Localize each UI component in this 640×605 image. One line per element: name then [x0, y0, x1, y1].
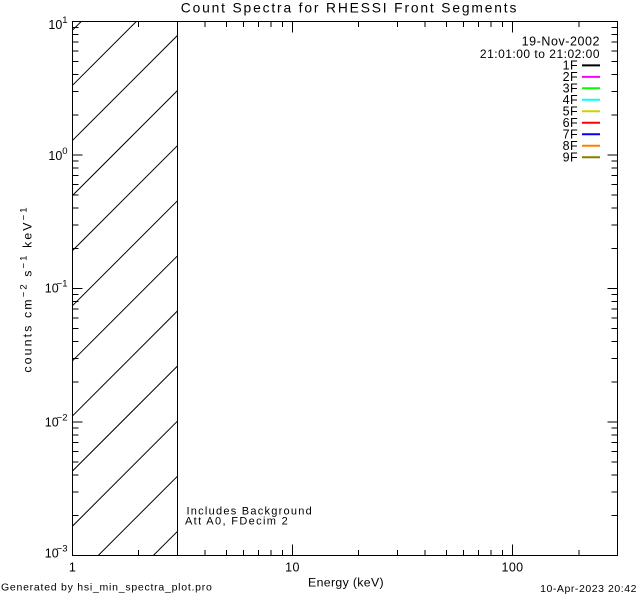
svg-text:7F: 7F	[563, 128, 578, 142]
svg-text:3F: 3F	[563, 82, 578, 96]
svg-text:10: 10	[45, 282, 59, 296]
svg-text:−3: −3	[57, 544, 68, 555]
svg-text:1F: 1F	[563, 59, 578, 73]
svg-text:−2: −2	[57, 413, 68, 424]
svg-text:1: 1	[69, 561, 76, 575]
svg-text:−1: −1	[57, 279, 68, 290]
svg-text:5F: 5F	[563, 105, 578, 119]
svg-text:Att A0, FDecim 2: Att A0, FDecim 2	[185, 515, 289, 527]
svg-text:10-Apr-2023 20:42: 10-Apr-2023 20:42	[540, 583, 637, 595]
svg-text:21:01:00 to 21:02:00: 21:01:00 to 21:02:00	[480, 47, 600, 61]
svg-text:10: 10	[48, 149, 62, 163]
svg-text:1: 1	[62, 15, 67, 26]
svg-text:2F: 2F	[563, 70, 578, 84]
svg-text:counts cm−2 s−1 keV−1: counts cm−2 s−1 keV−1	[19, 205, 35, 372]
svg-text:10: 10	[45, 547, 59, 561]
svg-text:Generated by hsi_min_spectra_p: Generated by hsi_min_spectra_plot.pro	[1, 581, 213, 593]
svg-text:Includes Background: Includes Background	[187, 506, 313, 518]
svg-text:6F: 6F	[563, 116, 578, 130]
svg-text:10: 10	[48, 18, 62, 32]
svg-text:8F: 8F	[563, 139, 578, 153]
svg-text:10: 10	[45, 416, 59, 430]
svg-text:0: 0	[62, 146, 67, 157]
svg-text:Count Spectra for RHESSI Front: Count Spectra for RHESSI Front Segments	[181, 1, 518, 16]
svg-text:4F: 4F	[563, 93, 578, 107]
svg-text:100: 100	[501, 561, 523, 575]
svg-text:19-Nov-2002: 19-Nov-2002	[522, 35, 600, 49]
svg-text:9F: 9F	[563, 151, 578, 165]
svg-text:Energy (keV): Energy (keV)	[308, 575, 384, 589]
svg-text:10: 10	[285, 561, 300, 575]
